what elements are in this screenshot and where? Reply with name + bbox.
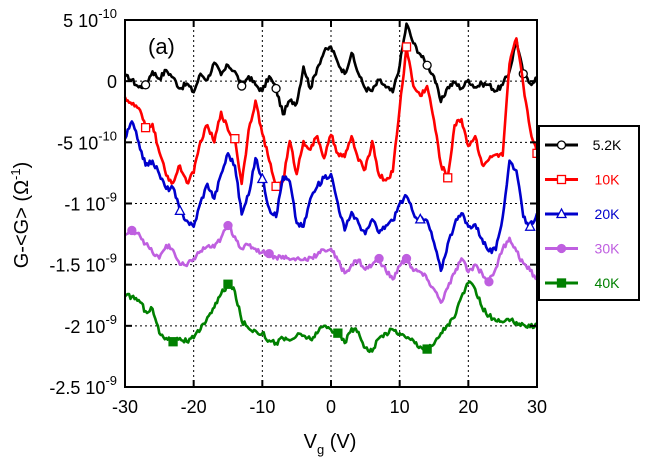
legend-marker xyxy=(556,278,567,288)
data-point-40K xyxy=(333,328,343,338)
series-40K xyxy=(124,279,538,354)
data-point-20K xyxy=(256,172,268,184)
x-tick-label: 10 xyxy=(390,397,410,417)
x-tick-label: -30 xyxy=(112,397,138,417)
y-tick-label: -1 10-9 xyxy=(64,190,117,215)
data-point-20K xyxy=(174,204,186,215)
y-tick-label: -5 10-10 xyxy=(57,128,117,153)
legend-item-20K: 20K xyxy=(545,206,620,222)
y-tick-label: -1.5 10-9 xyxy=(49,251,117,276)
x-tick-label: 0 xyxy=(326,397,336,417)
legend-marker xyxy=(556,174,567,185)
data-point-40K xyxy=(422,344,432,354)
x-tick-label: -20 xyxy=(181,397,207,417)
x-axis-title: Vg (V) xyxy=(304,431,357,457)
series-line-5.2K xyxy=(124,22,538,116)
x-axis: -30 -20 -10 0 10 20 30 xyxy=(112,20,547,417)
y-axis: 5 10-10 0 -5 10-10 -1 10-9 -1.5 10-9 -2 10-9 -… xyxy=(49,6,537,398)
y-tick-label: -2 10-9 xyxy=(64,312,117,337)
series-line-30K xyxy=(124,224,538,304)
data-point-30K xyxy=(264,249,274,259)
data-point-40K xyxy=(223,279,233,289)
data-point-40K xyxy=(168,337,178,347)
data-point-30K xyxy=(127,225,137,236)
series-line-40K xyxy=(124,280,538,354)
data-point-10K xyxy=(443,173,453,183)
data-point-5.2K xyxy=(271,83,281,94)
data-point-10K xyxy=(271,181,281,192)
series-20K xyxy=(123,120,539,273)
x-tick-label: 30 xyxy=(527,397,547,417)
legend-marker xyxy=(556,140,567,150)
legend: 5.2K 10K 20K 30K 40K xyxy=(538,125,640,301)
data-point-10K xyxy=(401,42,412,52)
legend-item-40K: 40K xyxy=(545,275,620,291)
legend-label: 20K xyxy=(595,206,621,222)
panel-label: (a) xyxy=(148,34,175,59)
data-point-30K xyxy=(401,253,412,264)
y-tick-label: 5 10-10 xyxy=(63,6,117,31)
grid-lines xyxy=(125,20,537,387)
data-point-20K xyxy=(414,213,426,224)
data-point-5.2K xyxy=(237,81,247,91)
series-layer xyxy=(123,22,542,354)
legend-item-30K: 30K xyxy=(545,241,620,257)
data-point-5.2K xyxy=(140,80,151,90)
legend-label: 40K xyxy=(595,275,621,291)
data-point-30K xyxy=(484,277,494,287)
legend-label: 30K xyxy=(595,241,621,257)
data-point-10K xyxy=(140,123,151,133)
legend-marker xyxy=(556,243,567,254)
legend-item-5.2K: 5.2K xyxy=(545,137,622,153)
legend-item-10K: 10K xyxy=(545,172,620,188)
series-5.2K xyxy=(124,22,538,116)
series-line-20K xyxy=(123,120,539,273)
series-30K xyxy=(124,220,538,304)
x-tick-label: 20 xyxy=(458,397,478,417)
data-point-10K xyxy=(230,134,240,144)
data-point-5.2K xyxy=(422,60,432,70)
y-tick-label: 0 xyxy=(107,72,117,92)
legend-label: 10K xyxy=(595,172,621,188)
series-line-10K xyxy=(123,37,539,189)
data-point-30K xyxy=(223,220,233,231)
data-point-30K xyxy=(374,253,384,264)
legend-marker xyxy=(555,207,568,219)
x-tick-label: -10 xyxy=(249,397,275,417)
y-tick-label: -2.5 10-9 xyxy=(49,373,117,398)
series-10K xyxy=(123,37,542,192)
legend-label: 5.2K xyxy=(593,137,622,153)
y-axis-title: G-<G> (Ω-1) xyxy=(8,162,33,269)
data-point-20K xyxy=(524,220,536,231)
